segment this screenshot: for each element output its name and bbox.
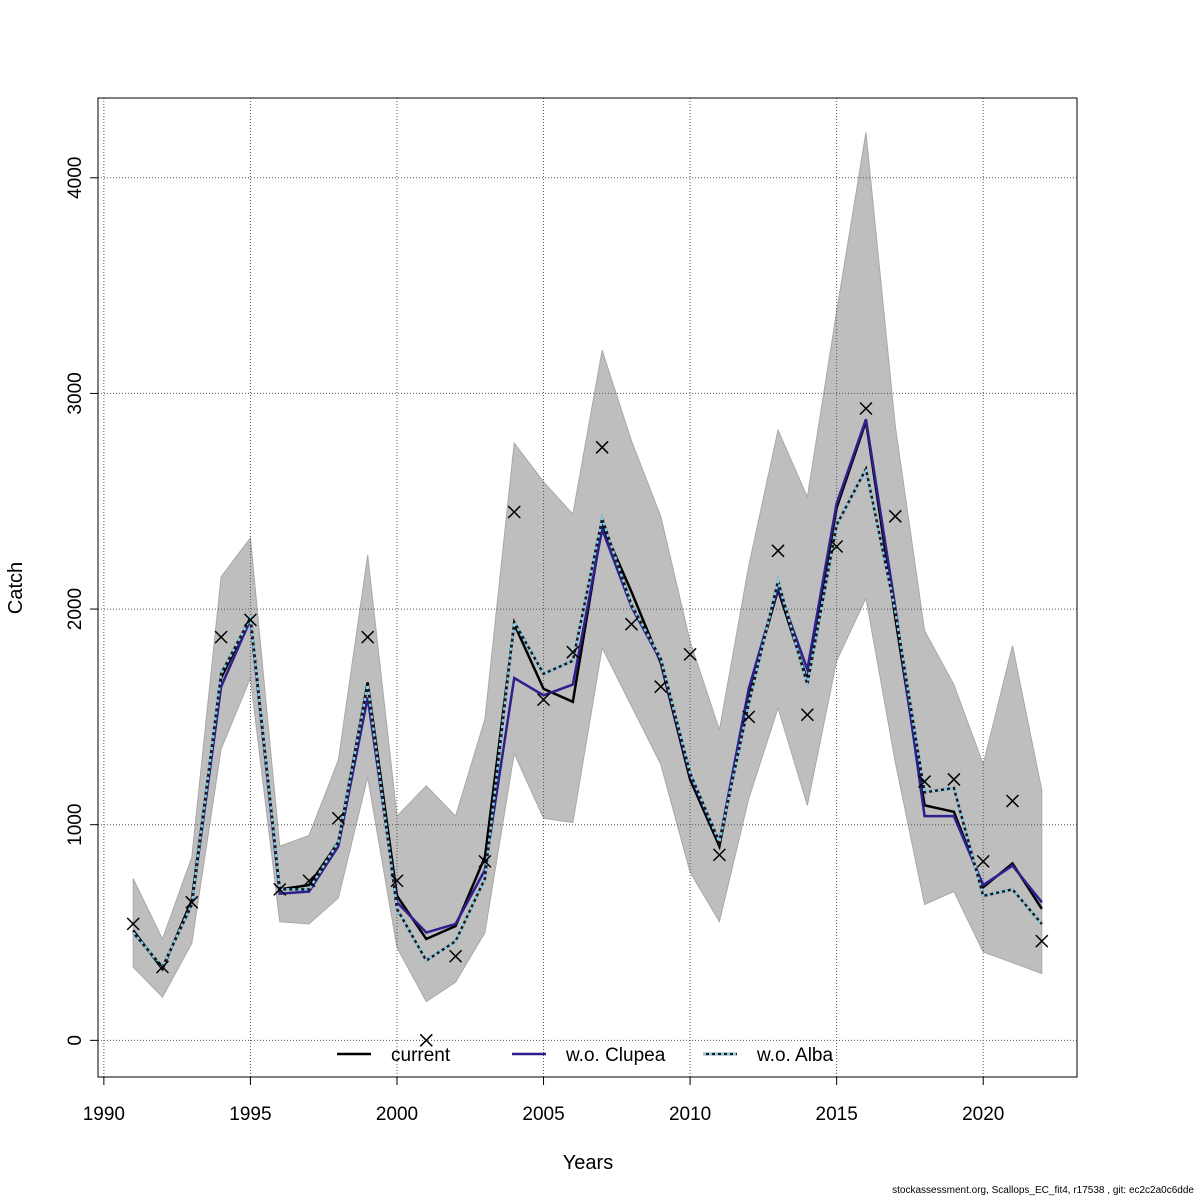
confidence-band-layer (132, 132, 1043, 1003)
x-axis-title: Years (563, 1152, 613, 1174)
observed-point (449, 949, 463, 963)
observed-point (185, 895, 199, 909)
observed-point (1005, 794, 1020, 808)
observed-point (771, 544, 785, 558)
observed-point (566, 645, 580, 659)
y-tick-label: 0 (65, 1035, 86, 1046)
y-tick-label: 2000 (65, 588, 86, 630)
x-axis: 1990 1995 2000 2005 2010 2015 2020 (83, 1076, 1004, 1125)
y-tick-label: 4000 (65, 157, 86, 199)
observed-point (800, 708, 814, 722)
legend: current w.o. Clupea w.o. Alba (337, 1045, 833, 1066)
legend-label: current (391, 1045, 451, 1066)
observed-point (126, 917, 140, 931)
observed-point (918, 775, 932, 789)
observed-point (214, 630, 228, 644)
x-tick-label: 2010 (669, 1104, 711, 1125)
observed-point (537, 693, 551, 707)
observed-point (976, 854, 990, 868)
observed-point (390, 874, 404, 888)
observed-point (742, 710, 756, 724)
observed-point (1035, 934, 1049, 948)
legend-label: w.o. Alba (756, 1045, 833, 1066)
x-tick-label: 2015 (816, 1104, 858, 1125)
x-tick-label: 2005 (522, 1104, 564, 1125)
x-tick-label: 1990 (83, 1104, 125, 1125)
x-tick-label: 1995 (229, 1104, 271, 1125)
observed-point (331, 811, 345, 825)
legend-item-0: current (337, 1045, 451, 1066)
observed-point (654, 680, 668, 694)
series-line-2 (132, 465, 1043, 970)
observed-point (712, 848, 726, 862)
observed-point (947, 772, 961, 786)
observed-points-layer (126, 401, 1049, 1047)
y-tick-label: 1000 (65, 804, 86, 846)
legend-item-2: w.o. Alba (703, 1045, 833, 1066)
observed-point (507, 505, 521, 519)
observed-point (155, 960, 170, 974)
observed-point (683, 647, 697, 661)
y-axis: 0 1000 2000 3000 4000 (65, 157, 99, 1046)
observed-point (478, 854, 492, 868)
observed-point (888, 509, 902, 523)
legend-item-1: w.o. Clupea (512, 1045, 666, 1066)
legend-label: w.o. Clupea (565, 1045, 666, 1066)
observed-point (830, 539, 844, 554)
observed-point (859, 401, 873, 416)
footer-source: stockassessment.org, Scallops_EC_fit4, r… (892, 1185, 1194, 1196)
y-axis-title: Catch (5, 562, 27, 614)
observed-point (273, 882, 287, 896)
observed-point (595, 440, 609, 454)
y-tick-label: 3000 (65, 372, 86, 414)
observed-point (361, 630, 375, 644)
x-tick-label: 2020 (962, 1104, 1004, 1125)
x-tick-label: 2000 (376, 1104, 418, 1125)
observed-point (624, 617, 638, 631)
confidence-band (132, 132, 1043, 1003)
observed-point (419, 1033, 433, 1047)
observed-point (302, 874, 316, 888)
observed-point (243, 613, 257, 627)
